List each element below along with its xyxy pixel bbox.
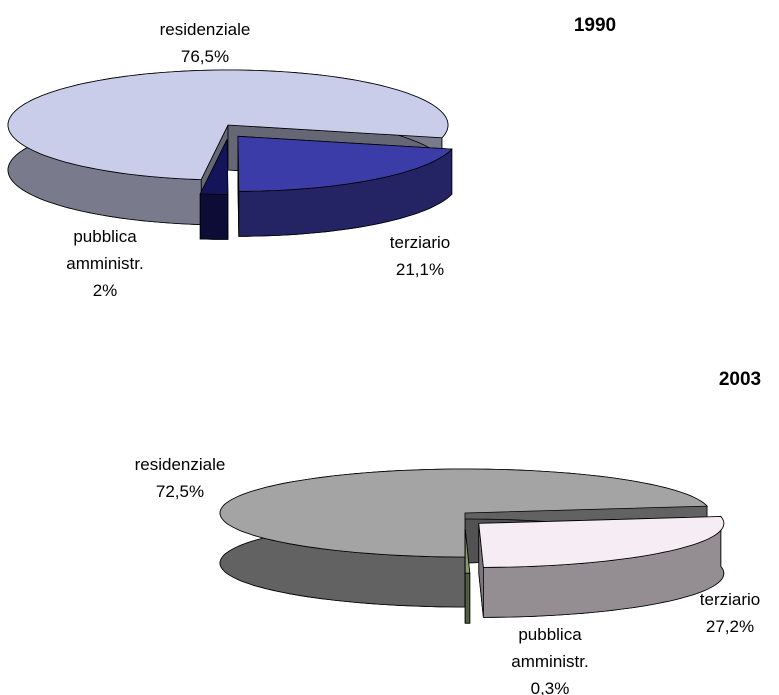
value-label: 27,2% — [705, 617, 755, 636]
slice-label: residenziale 72,5% — [120, 451, 240, 505]
slice-side — [464, 572, 471, 624]
slice-top — [219, 468, 708, 558]
slice-top — [464, 529, 471, 574]
pie-slice — [478, 515, 725, 618]
slice-top — [199, 139, 229, 195]
value-label: 2% — [92, 281, 118, 300]
slice-side — [199, 193, 229, 240]
slice-label: pubblica amministr. 2% — [45, 223, 165, 304]
slice-top — [478, 516, 725, 568]
slice-label: terziario 21,1% — [360, 229, 480, 283]
category-label: residenziale — [134, 455, 226, 474]
category-label: pubblica amministr. — [66, 227, 144, 273]
slice-label: pubblica amministr. 0,3% — [490, 621, 610, 695]
slice-label: terziario 27,2% — [670, 586, 779, 640]
title-text: 1990 — [573, 15, 617, 36]
slice-label: residenziale 76,5% — [145, 16, 265, 70]
value-label: 0,3% — [530, 679, 570, 695]
title-text: 2003 — [718, 369, 762, 390]
value-label: 76,5% — [180, 47, 230, 66]
category-label: terziario — [389, 233, 451, 252]
category-label: terziario — [699, 590, 761, 609]
chart-title: 1990 — [574, 15, 616, 37]
pie-slice — [237, 135, 453, 237]
category-label: pubblica amministr. — [511, 625, 589, 671]
slice-top — [237, 135, 453, 192]
pie-slice — [464, 529, 471, 624]
slice-top — [7, 69, 449, 181]
category-label: residenziale — [159, 20, 251, 39]
value-label: 72,5% — [155, 482, 205, 501]
value-label: 21,1% — [395, 260, 445, 279]
chart-title: 2003 — [719, 369, 761, 391]
pie-slice — [199, 139, 229, 240]
